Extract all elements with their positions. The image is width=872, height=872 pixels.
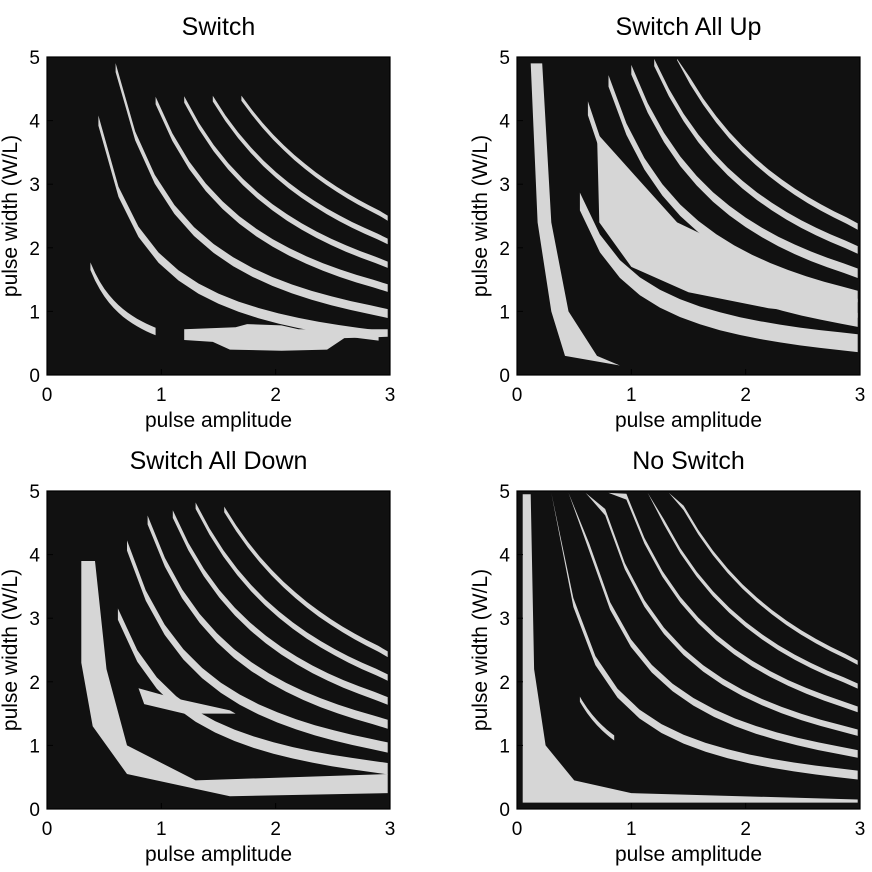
y-tick-label: 5 xyxy=(29,482,40,503)
heatmap-region xyxy=(184,324,388,351)
y-tick-label: 1 xyxy=(29,736,40,757)
y-tick-label: 2 xyxy=(499,673,510,694)
y-tick-label: 1 xyxy=(499,736,510,757)
chart-title: Switch All Up xyxy=(616,13,762,41)
x-tick-label: 1 xyxy=(156,819,167,840)
x-tick-label: 3 xyxy=(855,385,866,406)
y-tick-label: 3 xyxy=(29,175,40,196)
y-tick-label: 5 xyxy=(499,482,510,503)
x-tick-label: 2 xyxy=(740,819,751,840)
y-axis-label: pulse width (W/L) xyxy=(0,135,22,297)
chart-panel-3: 0 1 2 3 0 1 2 3 4 5 Switch All Down pulse amplitude… xyxy=(0,447,395,866)
chart-title: Switch All Down xyxy=(130,447,308,475)
y-tick-label: 3 xyxy=(499,609,510,630)
x-tick-label: 3 xyxy=(385,819,396,840)
axes-frame xyxy=(46,56,391,376)
heatmap-region xyxy=(522,494,858,803)
heatmap-region xyxy=(90,262,156,336)
heatmap-region xyxy=(579,192,858,353)
heatmap-region xyxy=(241,95,388,221)
chart-title: No Switch xyxy=(632,447,745,475)
y-tick-label: 0 xyxy=(29,800,40,821)
chart-title: Switch xyxy=(182,13,256,41)
y-tick-label: 5 xyxy=(499,48,510,69)
y-tick-label: 5 xyxy=(29,48,40,69)
x-tick-label: 2 xyxy=(270,385,281,406)
chart-panel-2: 0 1 2 3 0 1 2 3 4 5 Switch All Up pulse amplitude pu… xyxy=(469,13,865,432)
x-axis-label: pulse amplitude xyxy=(145,843,292,866)
heatmap-regions xyxy=(522,492,858,803)
y-axis-label: pulse width (W/L) xyxy=(469,569,492,731)
x-tick-label: 2 xyxy=(740,385,751,406)
heatmap-region xyxy=(117,608,388,775)
y-tick-label: 4 xyxy=(499,112,510,133)
axes-frame xyxy=(516,490,861,810)
y-tick-label: 2 xyxy=(29,239,40,260)
heatmap-region xyxy=(579,696,615,741)
plot-area xyxy=(517,491,860,809)
y-tick-label: 4 xyxy=(499,546,510,567)
heatmap-region xyxy=(127,540,388,753)
x-tick-label: 0 xyxy=(42,819,53,840)
x-tick-label: 1 xyxy=(626,819,637,840)
y-tick-label: 1 xyxy=(29,302,40,323)
y-tick-label: 4 xyxy=(29,112,40,133)
x-tick-label: 0 xyxy=(512,385,523,406)
heatmap-region xyxy=(597,133,858,318)
x-tick-label: 1 xyxy=(156,385,167,406)
x-axis-label: pulse amplitude xyxy=(145,409,292,432)
heatmap-regions xyxy=(90,63,388,351)
y-tick-label: 0 xyxy=(499,366,510,387)
heatmap-region xyxy=(522,63,620,366)
y-tick-label: 2 xyxy=(29,673,40,694)
y-tick-label: 2 xyxy=(499,239,510,260)
chart-panel-4: 0 1 2 3 0 1 2 3 4 5 No Switch pulse amplitude pulse … xyxy=(469,447,865,866)
x-tick-label: 0 xyxy=(42,385,53,406)
x-tick-label: 3 xyxy=(385,385,396,406)
heatmap-region xyxy=(608,75,858,303)
chart-panel-1: 0 1 2 3 0 1 2 3 4 5 Switch pulse amplitude pulse wid… xyxy=(0,13,395,432)
y-axis-label: pulse width (W/L) xyxy=(469,135,492,297)
y-tick-label: 3 xyxy=(29,609,40,630)
y-tick-label: 3 xyxy=(499,175,510,196)
heatmap-regions xyxy=(81,502,388,797)
heatmap-region xyxy=(608,492,858,713)
x-axis-label: pulse amplitude xyxy=(615,409,762,432)
heatmap-region xyxy=(138,688,236,714)
y-axis-label: pulse width (W/L) xyxy=(0,569,22,731)
x-tick-label: 1 xyxy=(626,385,637,406)
y-tick-label: 0 xyxy=(29,366,40,387)
y-tick-label: 4 xyxy=(29,546,40,567)
x-tick-label: 3 xyxy=(855,819,866,840)
x-tick-label: 2 xyxy=(270,819,281,840)
x-axis-label: pulse amplitude xyxy=(615,843,762,866)
y-tick-label: 1 xyxy=(499,302,510,323)
heatmap-regions xyxy=(522,58,858,366)
y-tick-label: 0 xyxy=(499,800,510,821)
axes-frame xyxy=(516,56,861,376)
axes-frame xyxy=(46,490,391,810)
x-tick-label: 0 xyxy=(512,819,523,840)
